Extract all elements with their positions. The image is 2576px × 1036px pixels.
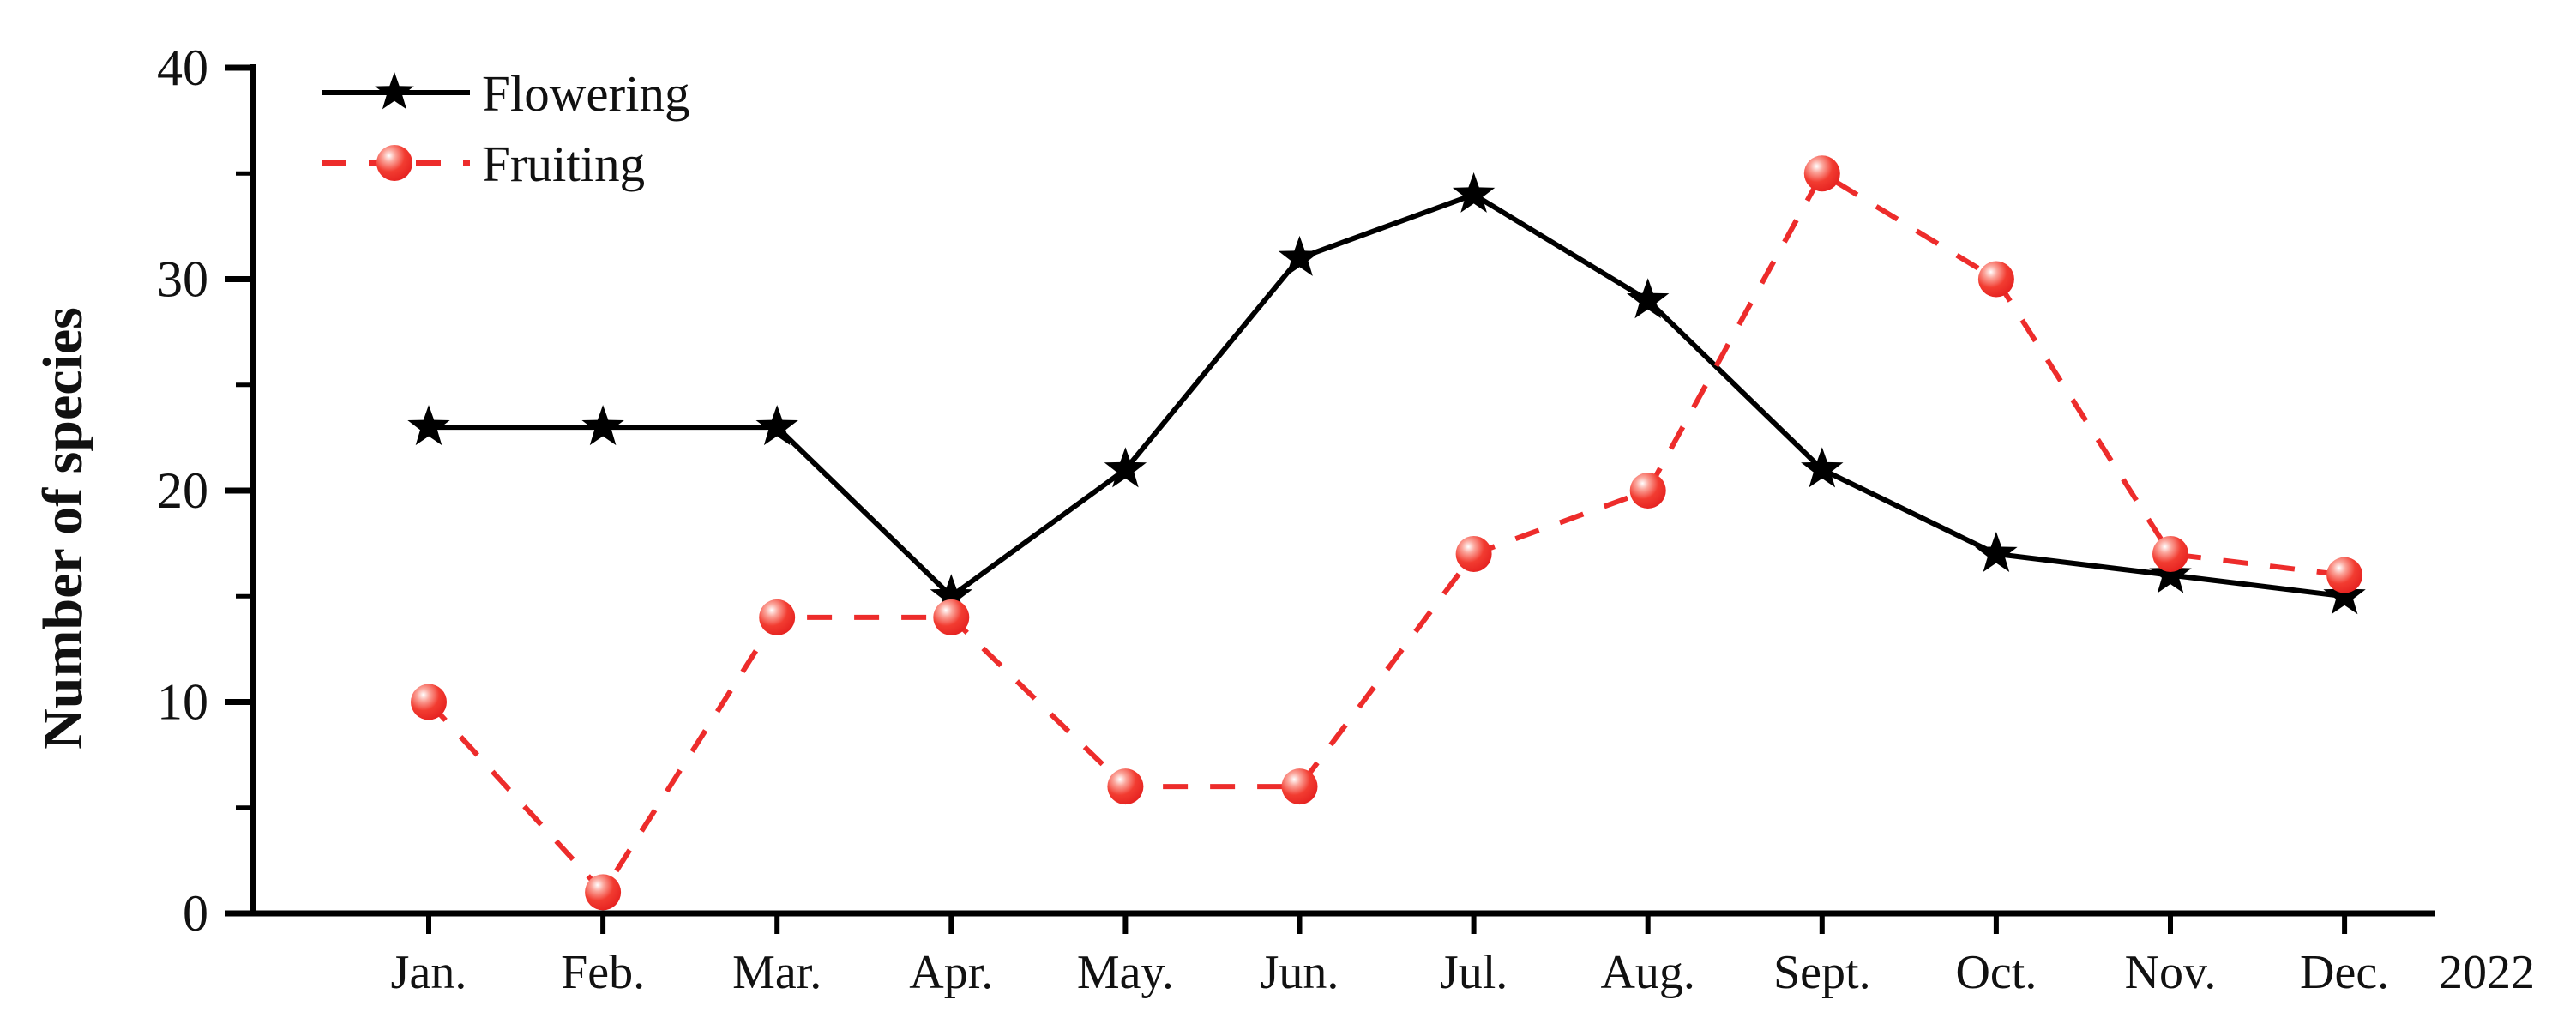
marker-fruiting-0 bbox=[411, 684, 447, 720]
y-tick-label-10: 10 bbox=[157, 674, 208, 731]
marker-fruiting-8 bbox=[1803, 155, 1840, 192]
marker-fruiting-9 bbox=[1977, 261, 2014, 298]
legend-marker-star-icon bbox=[375, 72, 414, 110]
x-tick-label-jan: Jan. bbox=[391, 946, 467, 999]
marker-fruiting-5 bbox=[1281, 768, 1318, 805]
marker-flowering-6 bbox=[1452, 172, 1496, 213]
series-layer bbox=[407, 155, 2366, 911]
legend-label-flowering: Flowering bbox=[482, 65, 690, 122]
x-tick-label-aug: Aug. bbox=[1600, 946, 1694, 999]
legend-label-fruiting: Fruiting bbox=[482, 136, 645, 192]
marker-flowering-9 bbox=[1975, 532, 2018, 572]
x-tick-label-mar: Mar. bbox=[732, 946, 822, 999]
y-axis-title: Number of species bbox=[32, 307, 94, 750]
marker-flowering-2 bbox=[755, 405, 798, 446]
y-tick-label-30: 30 bbox=[157, 251, 208, 308]
legend-item-flowering: Flowering bbox=[322, 65, 690, 122]
marker-flowering-4 bbox=[1104, 447, 1147, 488]
marker-fruiting-6 bbox=[1455, 535, 1492, 572]
marker-flowering-3 bbox=[930, 574, 972, 615]
x-tick-label-may: May. bbox=[1077, 946, 1174, 999]
series-fruiting-line bbox=[426, 170, 2345, 897]
x-tick-label-dec: Dec. bbox=[2300, 946, 2389, 999]
marker-flowering-8 bbox=[1801, 447, 1844, 488]
axes bbox=[225, 64, 2435, 934]
marker-fruiting-3 bbox=[933, 599, 970, 635]
marker-flowering-10 bbox=[2149, 552, 2192, 593]
marker-flowering-7 bbox=[1627, 278, 1670, 319]
y-tick-label-40: 40 bbox=[157, 39, 208, 96]
marker-fruiting-4 bbox=[1107, 768, 1144, 805]
x-tick-label-apr: Apr. bbox=[909, 946, 993, 999]
marker-flowering-1 bbox=[581, 405, 624, 446]
x-tick-label-oct: Oct. bbox=[1955, 946, 2037, 999]
year-label: 2022 bbox=[2439, 946, 2535, 999]
x-tick-label-sept: Sept. bbox=[1773, 946, 1871, 999]
series-flowering-line bbox=[429, 191, 2345, 600]
y-tick-label-0: 0 bbox=[183, 885, 208, 942]
marker-fruiting-2 bbox=[759, 599, 796, 635]
legend: Flowering Fruiting bbox=[322, 65, 690, 192]
x-tick-label-jul: Jul. bbox=[1440, 946, 1508, 999]
marker-flowering-0 bbox=[407, 405, 450, 446]
marker-flowering-11 bbox=[2323, 574, 2366, 615]
marker-flowering-5 bbox=[1278, 235, 1321, 276]
x-tick-label-jun: Jun. bbox=[1261, 946, 1339, 999]
marker-fruiting-1 bbox=[585, 874, 622, 911]
x-tick-label-nov: Nov. bbox=[2125, 946, 2217, 999]
y-tick-label-20: 20 bbox=[157, 462, 208, 519]
x-tick-label-feb: Feb. bbox=[561, 946, 645, 999]
labels-layer: 0 10 20 30 40 Jan. Feb. Mar. Apr. May. Jun. Jul. Aug… bbox=[32, 39, 2535, 999]
marker-fruiting-11 bbox=[2326, 557, 2363, 593]
marker-fruiting-7 bbox=[1629, 473, 1666, 509]
legend-marker-ball-icon bbox=[376, 145, 412, 181]
marker-fruiting-10 bbox=[2152, 535, 2188, 572]
legend-item-fruiting: Fruiting bbox=[322, 136, 645, 192]
